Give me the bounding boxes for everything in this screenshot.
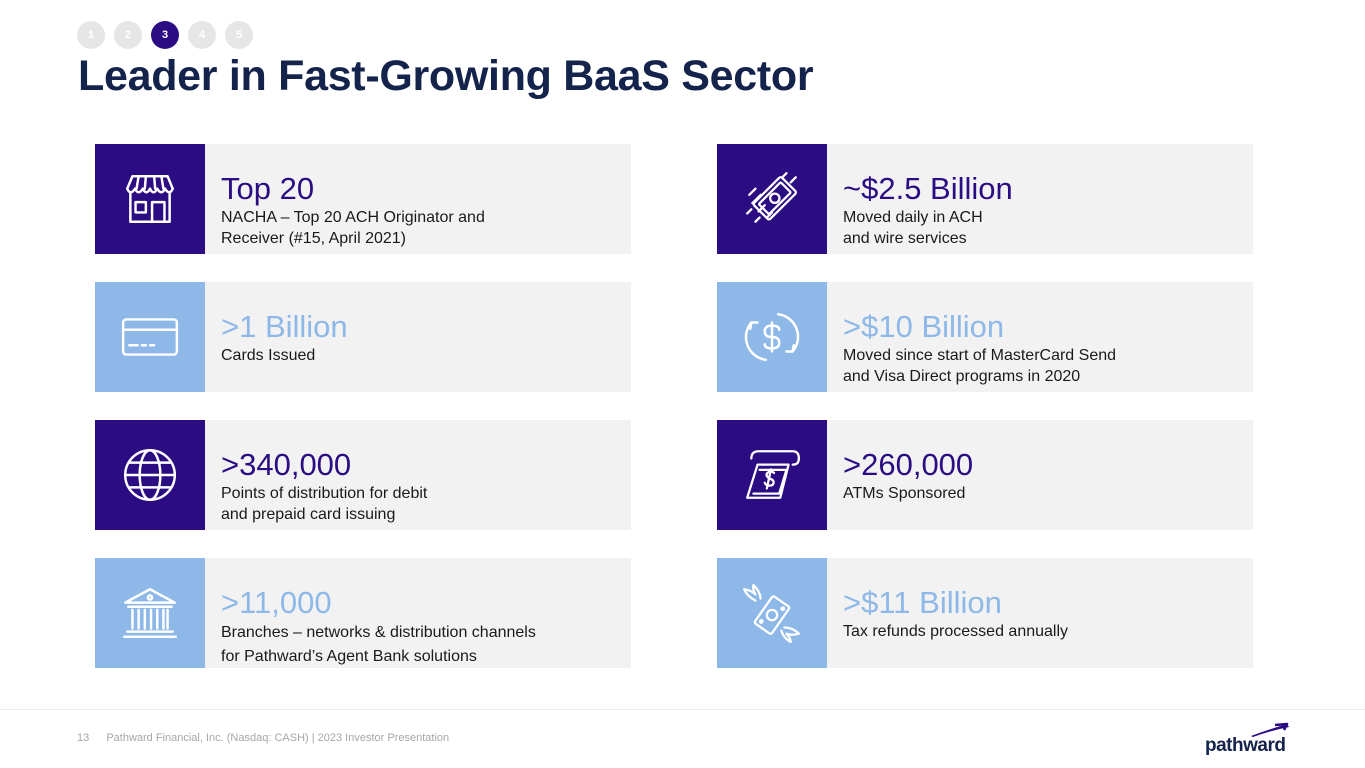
stat-description-line: and prepaid card issuing	[221, 506, 396, 523]
dollar-exchange-icon	[717, 282, 827, 392]
logo-wordmark: pathward	[1205, 735, 1286, 756]
stat-description-line: Branches – networks & distribution chann…	[221, 624, 536, 641]
atm-cash-icon	[717, 420, 827, 530]
footer-text: Pathward Financial, Inc. (Nasdaq: CASH) …	[106, 732, 450, 744]
pathward-logo: pathward	[1205, 722, 1295, 756]
page-title: Leader in Fast-Growing BaaS Sector	[78, 52, 814, 100]
bank-building-icon	[95, 558, 205, 668]
stat-description-line: Points of distribution for debit	[221, 485, 428, 502]
stat-value: Top 20	[221, 171, 315, 206]
pager-dot-5[interactable]: 5	[225, 21, 253, 49]
stat-card-distribution: >340,000 Points of distribution for debi…	[95, 420, 631, 530]
stat-card-cards: >1 Billion Cards Issued	[95, 282, 631, 392]
stat-card-atms: >260,000 ATMs Sponsored	[717, 420, 1253, 530]
stat-card-top20: Top 20 NACHA – Top 20 ACH Originator and…	[95, 144, 631, 254]
stat-description-line: ATMs Sponsored	[843, 485, 966, 502]
stat-description-line: and wire services	[843, 230, 967, 247]
stat-card-moved: >$10 Billion Moved since start of Master…	[717, 282, 1253, 392]
stat-value: >340,000	[221, 447, 352, 482]
pager-dot-3-active[interactable]: 3	[151, 21, 179, 49]
winged-money-icon	[717, 558, 827, 668]
stat-description-line: Receiver (#15, April 2021)	[221, 230, 406, 247]
stat-description-line: for Pathward’s Agent Bank solutions	[221, 648, 477, 665]
stat-card-branches: >11,000 Branches – networks & distributi…	[95, 558, 631, 668]
stat-value: >260,000	[843, 447, 974, 482]
stat-description-line: Cards Issued	[221, 347, 316, 364]
page-number: 13	[77, 732, 90, 744]
stat-description-line: and Visa Direct programs in 2020	[843, 368, 1081, 385]
pager-dot-1[interactable]: 1	[77, 21, 105, 49]
stat-description-line: Tax refunds processed annually	[843, 623, 1069, 640]
globe-icon	[95, 420, 205, 530]
flying-money-icon	[717, 144, 827, 254]
stat-card-daily: ~$2.5 Billion Moved daily in ACH and wir…	[717, 144, 1253, 254]
stat-description-line: NACHA – Top 20 ACH Originator and	[221, 209, 485, 226]
footer-divider	[0, 709, 1365, 710]
storefront-icon	[95, 144, 205, 254]
footer: 13 Pathward Financial, Inc. (Nasdaq: CAS…	[77, 732, 449, 744]
stat-value: >$10 Billion	[843, 309, 1005, 344]
slide-pager: 1 2 3 4 5	[77, 21, 253, 49]
stat-value: >$11 Billion	[843, 585, 1002, 620]
credit-card-icon	[95, 282, 205, 392]
pager-dot-2[interactable]: 2	[114, 21, 142, 49]
pager-dot-4[interactable]: 4	[188, 21, 216, 49]
stat-value: ~$2.5 Billion	[843, 171, 1013, 206]
stat-description-line: Moved since start of MasterCard Send	[843, 347, 1117, 364]
stat-card-refunds: >$11 Billion Tax refunds processed annua…	[717, 558, 1253, 668]
logo-swoosh-icon	[1251, 722, 1289, 737]
stat-value: >11,000	[221, 585, 332, 620]
stat-value: >1 Billion	[221, 309, 348, 344]
stat-description-line: Moved daily in ACH	[843, 209, 983, 226]
